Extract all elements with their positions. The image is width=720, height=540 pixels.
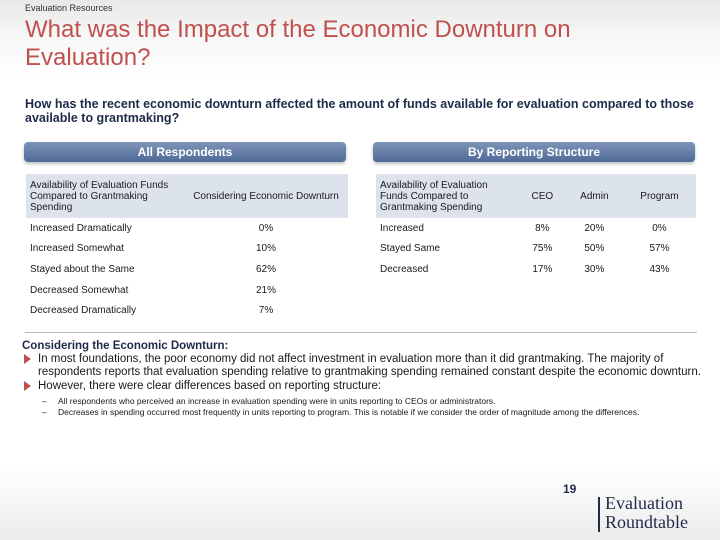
cell-value: 62% <box>255 263 276 275</box>
column-header: Program <box>622 174 696 218</box>
cell-value: 10% <box>255 243 276 255</box>
column-header: CEO <box>519 174 566 218</box>
dash-bullet-icon: – <box>42 407 47 418</box>
reporting-structure-header: By Reporting Structure <box>373 142 695 162</box>
findings-text: Considering the Economic Downturn: In mo… <box>22 340 702 418</box>
row-label: Decreased <box>380 263 429 275</box>
row-label: Increased Dramatically <box>30 222 132 234</box>
cell-value: 0% <box>652 222 667 234</box>
cell-value: 20% <box>584 222 605 234</box>
cell-value: 75% <box>532 243 553 255</box>
bullet-text: However, there were clear differences ba… <box>38 379 382 392</box>
cell-value: 7% <box>258 305 274 317</box>
cell-value: 57% <box>649 243 670 255</box>
row-label: Stayed Same <box>380 243 441 255</box>
evaluation-roundtable-logo: Evaluation Roundtable <box>605 494 688 532</box>
column-header: Availability of Evaluation Funds Compare… <box>376 174 519 218</box>
sub-bullet-item: – Decreases in spending occurred most fr… <box>22 407 702 418</box>
cell-value: 30% <box>584 263 605 275</box>
arrow-bullet-icon <box>24 354 31 365</box>
column-header: Admin <box>565 174 623 218</box>
table-row: Decreased Dramatically 7% <box>26 300 348 321</box>
arrow-bullet-icon <box>24 380 31 391</box>
bullet-text: In most foundations, the poor economy di… <box>38 353 701 379</box>
findings-heading: Considering the Economic Downturn: <box>22 340 229 352</box>
reporting-structure-table: Availability of Evaluation Funds Compare… <box>376 174 696 280</box>
dash-bullet-icon: – <box>42 395 47 406</box>
cell-value: 21% <box>255 284 276 296</box>
sub-bullet-text: All respondents who perceived an increas… <box>58 395 496 406</box>
all-respondents-table: Availability of Evaluation Funds Compare… <box>26 174 348 321</box>
column-header: Availability of Evaluation Funds Compare… <box>26 174 184 218</box>
row-label: Decreased Somewhat <box>30 284 129 296</box>
row-label: Increased Somewhat <box>30 243 124 255</box>
cell-value: 43% <box>649 263 670 275</box>
sub-bullet-item: – All respondents who perceived an incre… <box>22 396 702 407</box>
section-divider <box>25 332 697 333</box>
table-row: Decreased 17% 30% 43% <box>376 259 696 280</box>
header-band <box>0 0 720 76</box>
cell-value: 17% <box>532 263 553 275</box>
survey-question: How has the recent economic downturn aff… <box>25 97 694 125</box>
row-label: Increased <box>380 222 424 234</box>
cell-value: 0% <box>258 222 274 234</box>
table-row: Stayed Same 75% 50% 57% <box>376 239 696 260</box>
table-header-row: Availability of Evaluation Funds Compare… <box>376 174 696 218</box>
footer-band <box>0 466 720 540</box>
row-label: Decreased Dramatically <box>30 305 137 317</box>
table-row: Increased Dramatically 0% <box>26 218 348 239</box>
row-label: Stayed about the Same <box>30 263 135 275</box>
logo-line-2: Roundtable <box>605 512 688 532</box>
table-header-row: Availability of Evaluation Funds Compare… <box>26 174 348 218</box>
bullet-item: In most foundations, the poor economy di… <box>22 353 702 379</box>
logo-line-1: Evaluation <box>605 493 683 513</box>
table-row: Increased Somewhat 10% <box>26 239 348 260</box>
sub-bullet-text: Decreases in spending occurred most freq… <box>58 407 640 418</box>
column-header: Considering Economic Downturn <box>184 174 348 218</box>
cell-value: 8% <box>535 222 550 234</box>
cell-value: 50% <box>584 243 605 255</box>
table-row: Decreased Somewhat 21% <box>26 280 348 301</box>
page-number: 19 <box>563 482 577 496</box>
all-respondents-header: All Respondents <box>24 142 346 162</box>
section-label: Evaluation Resources <box>25 3 113 13</box>
logo-divider <box>598 497 600 532</box>
table-row: Stayed about the Same 62% <box>26 259 348 280</box>
page-title: What was the Impact of the Economic Down… <box>25 16 571 71</box>
table-row: Increased 8% 20% 0% <box>376 218 696 239</box>
bullet-item: However, there were clear differences ba… <box>22 380 702 393</box>
